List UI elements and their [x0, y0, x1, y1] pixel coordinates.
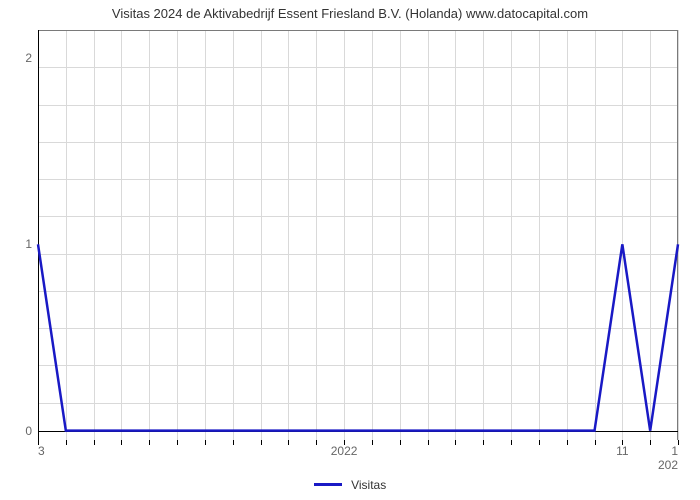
- plot-area: 01232022111202: [38, 30, 678, 440]
- legend-label: Visitas: [351, 478, 386, 492]
- x-tick-mark: [66, 440, 67, 445]
- y-tick-label: 2: [25, 51, 38, 65]
- gridline-v: [678, 30, 679, 440]
- x-tick-mark: [205, 440, 206, 445]
- x-tick-mark: [455, 440, 456, 445]
- x-tick-mark: [372, 440, 373, 445]
- chart-title: Visitas 2024 de Aktivabedrijf Essent Fri…: [0, 6, 700, 21]
- x-tick-mark: [483, 440, 484, 445]
- legend-swatch: [314, 483, 342, 486]
- x-tick-mark: [400, 440, 401, 445]
- y-tick-label: 1: [25, 237, 38, 251]
- x-tick-label: 11: [616, 440, 628, 458]
- x-tick-mark: [539, 440, 540, 445]
- line-series: [38, 30, 678, 440]
- x-tick-mark: [288, 440, 289, 445]
- x-tick-mark: [650, 440, 651, 445]
- x-tick-mark: [121, 440, 122, 445]
- x-tick-mark: [177, 440, 178, 445]
- x-tick-mark: [428, 440, 429, 445]
- x-tick-mark: [261, 440, 262, 445]
- legend: Visitas: [0, 477, 700, 492]
- x-tick-mark: [567, 440, 568, 445]
- x-tick-mark: [511, 440, 512, 445]
- x-tick-label-secondary: 202: [658, 440, 678, 472]
- x-tick-mark: [233, 440, 234, 445]
- x-tick-mark: [595, 440, 596, 445]
- x-tick-mark: [149, 440, 150, 445]
- x-tick-label: 2022: [331, 440, 358, 458]
- x-tick-mark: [94, 440, 95, 445]
- y-tick-label: 0: [25, 424, 38, 438]
- x-tick-label: 3: [38, 440, 45, 458]
- series-polyline: [38, 244, 678, 430]
- x-tick-mark: [316, 440, 317, 445]
